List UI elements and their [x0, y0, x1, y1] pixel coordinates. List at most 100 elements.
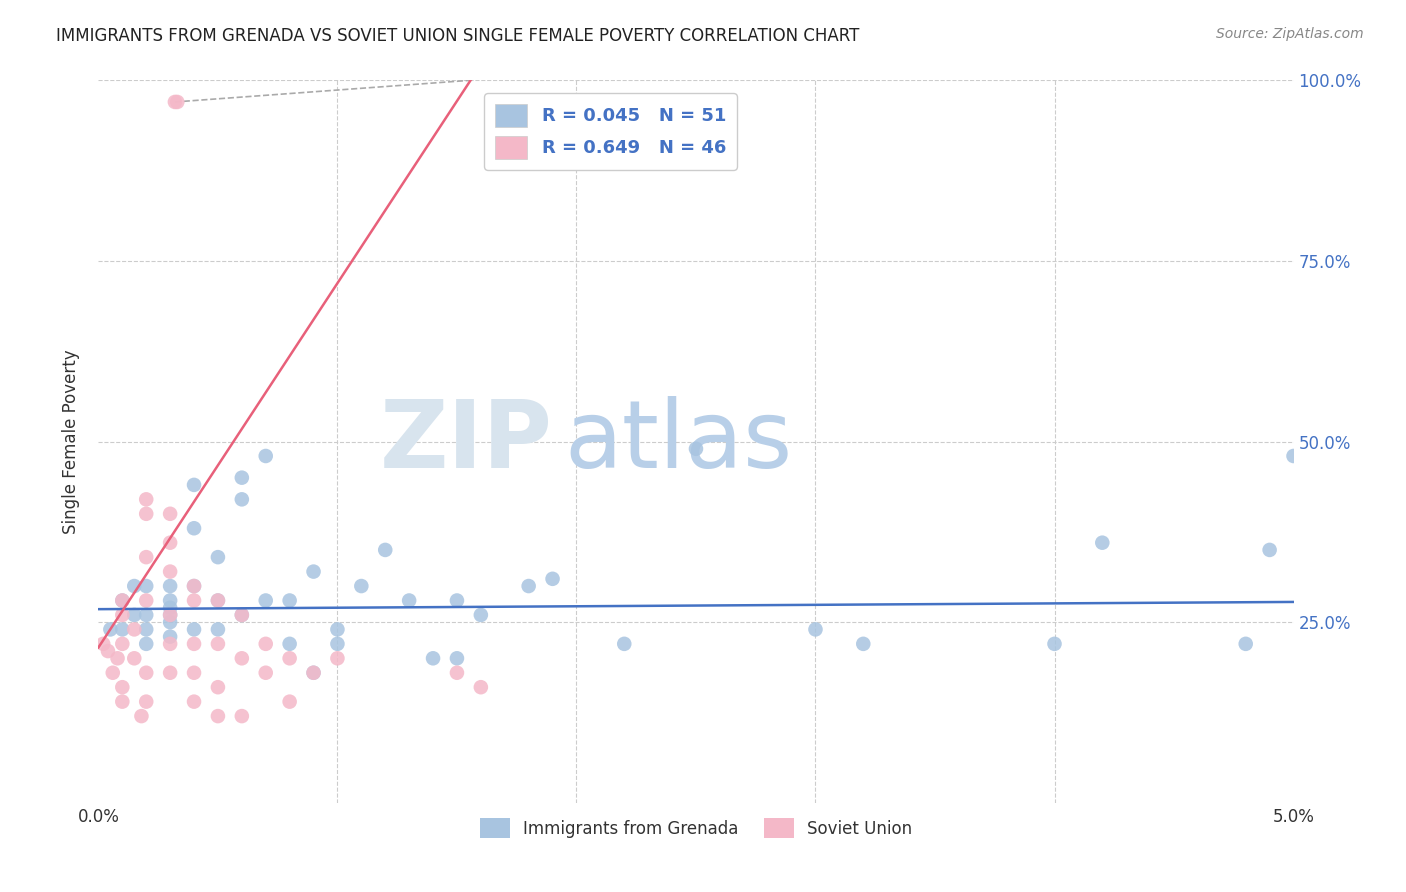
Point — [159, 615, 181, 630]
Point — [231, 492, 253, 507]
Point — [135, 507, 157, 521]
Point — [470, 680, 492, 694]
Point — [135, 593, 157, 607]
Point — [254, 593, 277, 607]
Point — [852, 637, 875, 651]
Point — [124, 651, 146, 665]
Point — [231, 709, 253, 723]
Point — [446, 665, 468, 680]
Point — [183, 623, 205, 637]
Point — [131, 709, 153, 723]
Point — [183, 665, 205, 680]
Point — [166, 95, 188, 109]
Point — [278, 651, 301, 665]
Point — [159, 565, 181, 579]
Point — [111, 680, 134, 694]
Point — [135, 579, 157, 593]
Point — [804, 623, 827, 637]
Point — [183, 521, 205, 535]
Point — [278, 695, 301, 709]
Point — [159, 665, 181, 680]
Point — [124, 579, 146, 593]
Point — [207, 593, 229, 607]
Point — [135, 550, 157, 565]
Point — [254, 665, 277, 680]
Point — [111, 623, 134, 637]
Point — [183, 478, 205, 492]
Point — [124, 607, 146, 622]
Point — [159, 607, 181, 622]
Point — [1258, 542, 1281, 557]
Text: atlas: atlas — [565, 395, 793, 488]
Point — [101, 665, 124, 680]
Point — [613, 637, 636, 651]
Point — [135, 607, 157, 622]
Point — [207, 680, 229, 694]
Point — [446, 651, 468, 665]
Point — [159, 607, 181, 622]
Point — [159, 630, 181, 644]
Point — [207, 550, 229, 565]
Point — [135, 492, 157, 507]
Point — [135, 665, 157, 680]
Point — [135, 637, 157, 651]
Point — [326, 637, 349, 651]
Point — [135, 623, 157, 637]
Point — [231, 470, 253, 484]
Point — [159, 637, 181, 651]
Point — [183, 695, 205, 709]
Point — [278, 637, 301, 651]
Point — [124, 623, 146, 637]
Point — [398, 593, 420, 607]
Point — [111, 695, 134, 709]
Point — [231, 651, 253, 665]
Point — [97, 644, 120, 658]
Point — [231, 607, 253, 622]
Point — [159, 579, 181, 593]
Point — [159, 593, 181, 607]
Point — [254, 637, 277, 651]
Point — [111, 637, 134, 651]
Point — [111, 607, 134, 622]
Legend: Immigrants from Grenada, Soviet Union: Immigrants from Grenada, Soviet Union — [474, 812, 918, 845]
Text: IMMIGRANTS FROM GRENADA VS SOVIET UNION SINGLE FEMALE POVERTY CORRELATION CHART: IMMIGRANTS FROM GRENADA VS SOVIET UNION … — [56, 27, 859, 45]
Point — [326, 651, 349, 665]
Point — [302, 665, 325, 680]
Point — [350, 579, 373, 593]
Point — [422, 651, 444, 665]
Point — [541, 572, 564, 586]
Point — [446, 593, 468, 607]
Point — [207, 709, 229, 723]
Text: ZIP: ZIP — [380, 395, 553, 488]
Point — [374, 542, 396, 557]
Point — [302, 565, 325, 579]
Point — [111, 593, 134, 607]
Point — [91, 637, 114, 651]
Point — [98, 623, 122, 637]
Point — [326, 623, 349, 637]
Point — [159, 507, 181, 521]
Point — [159, 600, 181, 615]
Point — [207, 623, 229, 637]
Point — [111, 593, 134, 607]
Point — [183, 579, 205, 593]
Point — [231, 607, 253, 622]
Point — [183, 593, 205, 607]
Point — [254, 449, 277, 463]
Point — [1091, 535, 1114, 549]
Y-axis label: Single Female Poverty: Single Female Poverty — [62, 350, 80, 533]
Point — [517, 579, 540, 593]
Point — [207, 593, 229, 607]
Point — [470, 607, 492, 622]
Point — [183, 637, 205, 651]
Point — [183, 579, 205, 593]
Point — [685, 442, 707, 456]
Point — [163, 95, 186, 109]
Point — [1234, 637, 1257, 651]
Point — [207, 637, 229, 651]
Point — [1282, 449, 1305, 463]
Text: Source: ZipAtlas.com: Source: ZipAtlas.com — [1216, 27, 1364, 41]
Point — [107, 651, 129, 665]
Point — [278, 593, 301, 607]
Point — [159, 535, 181, 549]
